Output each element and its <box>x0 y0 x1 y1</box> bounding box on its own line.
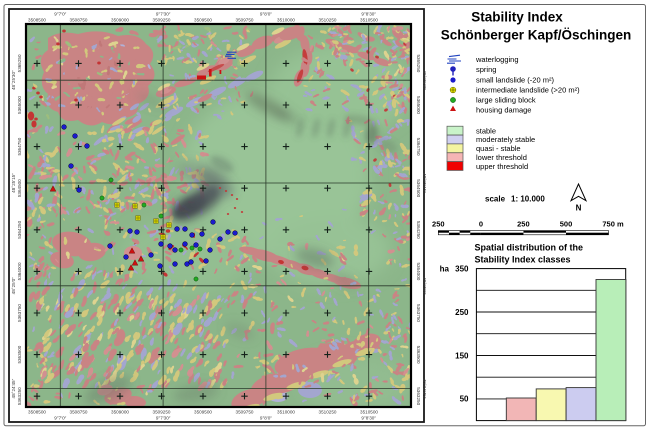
svg-text:3508750: 3508750 <box>70 18 88 23</box>
svg-text:small landslide (-20 m²): small landslide (-20 m²) <box>476 75 554 84</box>
svg-text:stable: stable <box>476 126 496 135</box>
svg-text:5363500: 5363500 <box>416 346 421 364</box>
svg-text:waterlogging: waterlogging <box>475 55 519 64</box>
svg-text:3509000: 3509000 <box>111 410 129 415</box>
svg-text:5365000: 5365000 <box>416 96 421 114</box>
svg-text:9°7'0″: 9°7'0″ <box>54 416 66 421</box>
svg-text:3508500: 3508500 <box>28 18 46 23</box>
svg-text:scale: scale <box>485 195 506 204</box>
svg-text:5364250: 5364250 <box>17 220 22 238</box>
svg-text:moderately stable: moderately stable <box>476 135 535 144</box>
svg-text:5363250: 5363250 <box>416 387 421 405</box>
svg-text:3510500: 3510500 <box>360 410 378 415</box>
svg-text:48°24'45″: 48°24'45″ <box>11 378 16 398</box>
svg-text:750 m: 750 m <box>602 220 624 229</box>
svg-text:3509500: 3509500 <box>194 18 212 23</box>
svg-text:5363750: 5363750 <box>416 304 421 322</box>
svg-text:3508500: 3508500 <box>28 410 46 415</box>
svg-text:Spatial distribution of the: Spatial distribution of the <box>475 243 584 253</box>
svg-text:5364000: 5364000 <box>17 262 22 280</box>
svg-text:3510000: 3510000 <box>277 18 295 23</box>
svg-text:3510500: 3510500 <box>360 18 378 23</box>
svg-text:large sliding block: large sliding block <box>476 95 536 104</box>
svg-text:9°8'30″: 9°8'30″ <box>361 12 376 17</box>
svg-text:quasi - stable: quasi - stable <box>476 144 521 153</box>
svg-text:48°25'30″: 48°25'30″ <box>422 70 427 90</box>
svg-text:upper threshold: upper threshold <box>476 162 528 171</box>
svg-text:350: 350 <box>455 264 469 273</box>
svg-text:3510250: 3510250 <box>319 18 337 23</box>
svg-text:ha: ha <box>440 264 450 273</box>
svg-text:250: 250 <box>517 220 530 229</box>
svg-text:intermediate landslide (>20 m²: intermediate landslide (>20 m²) <box>476 85 580 94</box>
svg-text:5363500: 5363500 <box>17 345 22 363</box>
svg-text:spring: spring <box>476 65 496 74</box>
svg-text:48°24'45″: 48°24'45″ <box>422 379 427 399</box>
svg-text:48°25'15″: 48°25'15″ <box>422 173 427 193</box>
svg-text:3509250: 3509250 <box>153 18 171 23</box>
svg-text:5364500: 5364500 <box>416 179 421 197</box>
svg-text:5365250: 5365250 <box>17 54 22 72</box>
svg-text:3509750: 3509750 <box>236 410 254 415</box>
svg-text:250: 250 <box>432 220 445 229</box>
svg-text:5363750: 5363750 <box>17 304 22 322</box>
svg-text:5365000: 5365000 <box>17 96 22 114</box>
svg-text:48°25'0″: 48°25'0″ <box>11 277 16 294</box>
svg-text:5365250: 5365250 <box>416 54 421 72</box>
svg-text:5364500: 5364500 <box>17 179 22 197</box>
svg-text:9°7'30″: 9°7'30″ <box>156 416 171 421</box>
svg-text:5363250: 5363250 <box>17 387 22 405</box>
svg-text:5364000: 5364000 <box>416 262 421 280</box>
svg-text:Stability Index classes: Stability Index classes <box>475 255 571 265</box>
svg-text:48°25'30″: 48°25'30″ <box>11 70 16 90</box>
svg-text:Stability Index: Stability Index <box>471 10 563 25</box>
svg-text:5364250: 5364250 <box>416 221 421 239</box>
svg-text:3510250: 3510250 <box>319 410 337 415</box>
svg-text:1: 10.000: 1: 10.000 <box>511 195 545 204</box>
svg-text:500: 500 <box>560 220 573 229</box>
svg-text:0: 0 <box>479 220 483 229</box>
svg-text:150: 150 <box>455 351 469 360</box>
svg-text:9°7'0″: 9°7'0″ <box>54 12 66 17</box>
svg-text:9°8'30″: 9°8'30″ <box>361 416 376 421</box>
svg-text:3509750: 3509750 <box>236 18 254 23</box>
svg-text:lower threshold: lower threshold <box>476 153 527 162</box>
svg-text:Schönberger Kapf/Öschingen: Schönberger Kapf/Öschingen <box>441 28 632 43</box>
svg-text:48°25'0″: 48°25'0″ <box>422 277 427 294</box>
svg-text:3509000: 3509000 <box>111 18 129 23</box>
svg-text:5364750: 5364750 <box>17 137 22 155</box>
svg-text:3509500: 3509500 <box>194 410 212 415</box>
svg-text:48°25'15″: 48°25'15″ <box>11 173 16 193</box>
svg-text:3509250: 3509250 <box>153 410 171 415</box>
svg-text:50: 50 <box>460 395 469 404</box>
svg-text:N: N <box>576 204 582 213</box>
svg-text:housing damage: housing damage <box>476 106 531 115</box>
svg-text:9°8'0″: 9°8'0″ <box>260 12 272 17</box>
svg-text:9°8'0″: 9°8'0″ <box>260 416 272 421</box>
svg-text:3508750: 3508750 <box>70 410 88 415</box>
svg-text:5364750: 5364750 <box>416 138 421 156</box>
svg-text:3510000: 3510000 <box>277 410 295 415</box>
svg-text:250: 250 <box>455 308 469 317</box>
svg-text:9°7'30″: 9°7'30″ <box>156 12 171 17</box>
